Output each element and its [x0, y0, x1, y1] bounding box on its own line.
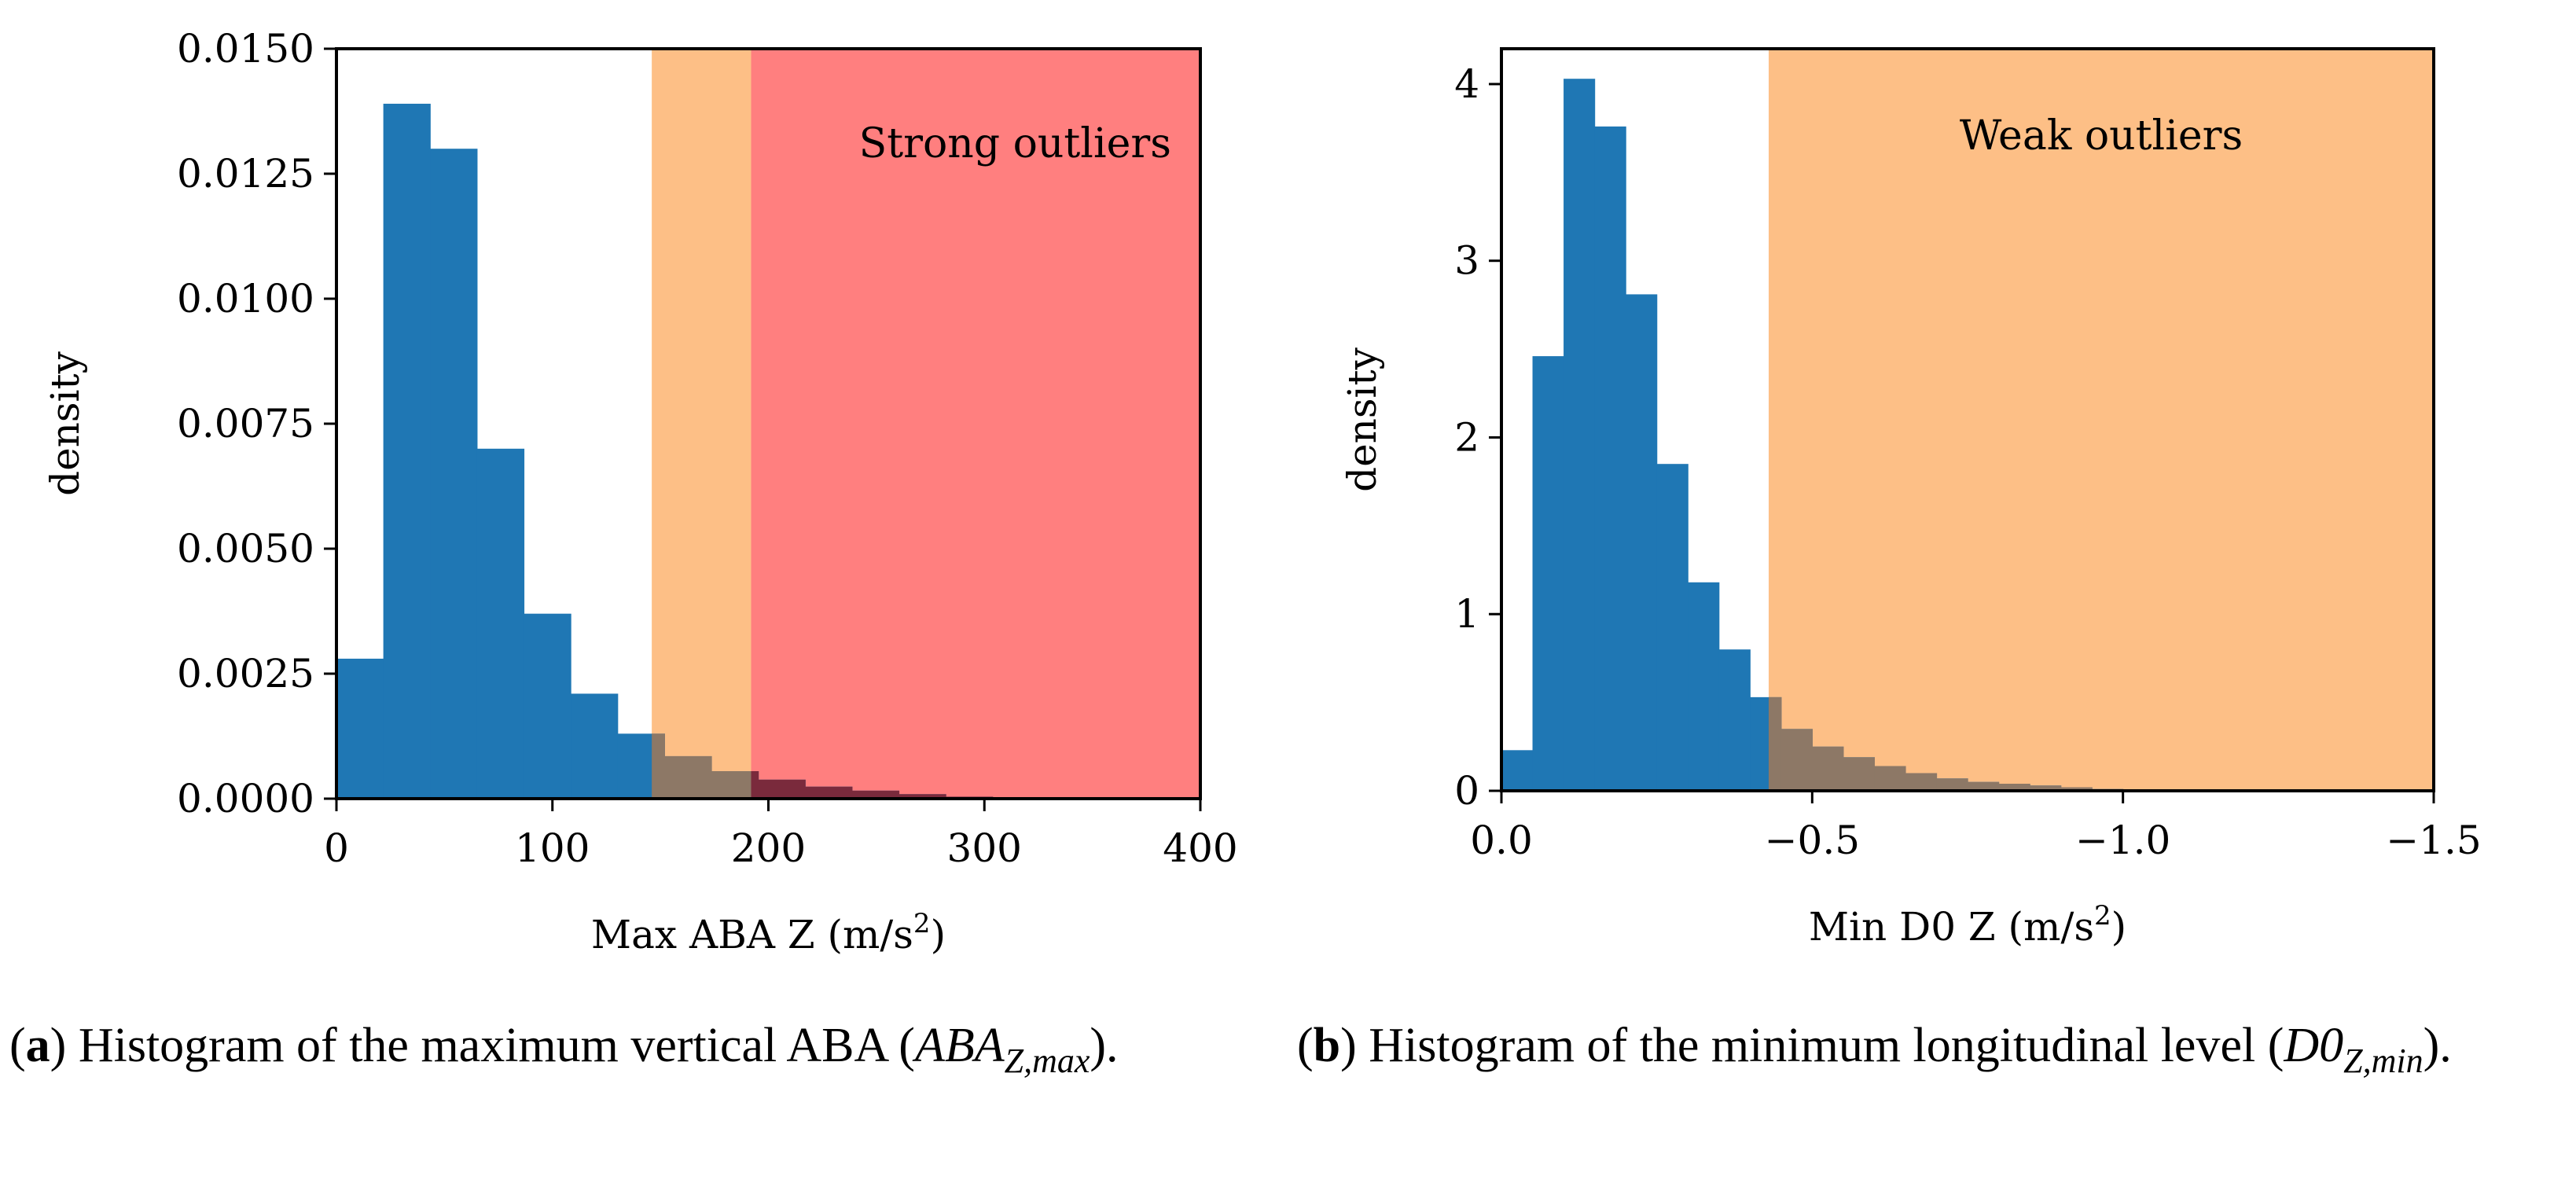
y-tick-label-a-6: 0.0150 [177, 26, 314, 72]
overlap-shade-a-0-6 [652, 733, 665, 799]
caption-a-tag: a [25, 1019, 50, 1072]
x-tick-label-a-0: 0 [324, 825, 349, 871]
caption-b-end: ). [2423, 1019, 2452, 1072]
outlier-region-b-0 [1768, 49, 2434, 791]
histogram-bar-a-0 [336, 658, 384, 799]
histogram-bar-a-1 [383, 103, 431, 799]
histogram-bar-b-5 [1656, 464, 1689, 791]
x-tick-label-b-2: −1.0 [2075, 818, 2170, 863]
histogram-bar-b-3 [1594, 126, 1626, 791]
region-labels-a: Strong outliers [859, 120, 1171, 167]
overlap-shade-a-1-12 [898, 794, 946, 799]
y-tick-label-b-2: 2 [1454, 414, 1479, 460]
overlap-shade-a-1-8 [751, 771, 759, 799]
x-tick-label-a-3: 300 [947, 825, 1022, 871]
overlap-shade-b-0-17 [2030, 785, 2062, 791]
y-axis-label-a: density [42, 351, 88, 496]
y-tick-label-b-0: 0 [1454, 768, 1479, 814]
region-labels-b: Weak outliers [1960, 112, 2243, 160]
histogram-bars-a [336, 103, 994, 799]
region-label-a-1: Strong outliers [859, 120, 1171, 167]
caption-a: (a) Histogram of the maximum vertical AB… [9, 1019, 1119, 1080]
outlier-region-a-1 [751, 49, 1200, 799]
y-tick-label-a-2: 0.0050 [177, 526, 314, 571]
overlap-shade-a-1-9 [758, 779, 806, 799]
overlap-shade-a-1-10 [805, 786, 853, 799]
y-axis-label-b: density [1339, 347, 1385, 492]
caption-b-math: D0 [2284, 1019, 2344, 1072]
chart-a: Strong outliers 0 100 200 300 400 0.0000 0.002… [42, 26, 1238, 957]
caption-b: (b) Histogram of the minimum longitudina… [1297, 1019, 2452, 1080]
x-tick-label-a-1: 100 [515, 825, 590, 871]
histogram-bars-b [1501, 79, 2124, 792]
overlap-shade-a-1-11 [851, 790, 900, 799]
y-tick-label-a-3: 0.0075 [177, 401, 314, 447]
overlap-shade-a-0-8 [711, 771, 752, 799]
y-tick-label-a-4: 0.0100 [177, 276, 314, 322]
axis-ticks-b: 0.0 −0.5 −1.0 −1.5 0 1 2 3 4 [1454, 61, 2482, 863]
x-axis-label-a: Max ABA Z (m/s2) [591, 908, 946, 957]
outlier-regions-a [652, 49, 1200, 799]
overlap-shade-b-0-14 [1936, 778, 1968, 791]
outlier-region-a-0 [652, 49, 751, 799]
y-tick-label-b-4: 4 [1454, 61, 1479, 107]
histogram-bar-b-2 [1564, 79, 1596, 791]
overlap-shade-b-0-9 [1780, 729, 1813, 791]
x-tick-label-b-3: −1.5 [2386, 818, 2481, 863]
histogram-bar-b-4 [1626, 294, 1658, 791]
axis-ticks-a: 0 100 200 300 400 0.0000 0.0025 0.0050 0.0075 0.0… [177, 26, 1238, 871]
caption-b-sub: Z,min [2343, 1042, 2423, 1080]
overlap-shade-b-0-15 [1968, 781, 2000, 791]
x-tick-label-b-1: −0.5 [1765, 818, 1860, 863]
histogram-bar-a-5 [571, 693, 619, 799]
overlap-shade-b-0-11 [1843, 757, 1875, 791]
x-tick-label-a-4: 400 [1163, 825, 1237, 871]
overlap-shade-b-0-16 [1998, 784, 2030, 791]
plot-frame-b [1500, 47, 2435, 792]
y-tick-label-a-1: 0.0025 [177, 651, 314, 696]
overlap-shade-b-0-13 [1905, 773, 1938, 791]
overlap-shade-b-0-8 [1768, 696, 1782, 791]
histogram-bar-b-1 [1532, 356, 1564, 792]
y-tick-label-b-3: 3 [1454, 238, 1479, 284]
overlap-shade-b-0-18 [2060, 787, 2093, 791]
y-tick-label-b-1: 1 [1454, 591, 1479, 637]
y-tick-label-a-0: 0.0000 [177, 776, 314, 821]
chart-b: Weak outliers 0.0 −0.5 −1.0 −1.5 0 1 2 3 4 Min D… [1339, 47, 2482, 950]
histogram-bar-a-2 [430, 149, 478, 799]
caption-a-math: ABA [914, 1019, 1005, 1072]
caption-b-text: Histogram of the minimum longitudinal le… [1356, 1019, 2284, 1072]
caption-b-tag: b [1313, 1019, 1341, 1072]
overlap-shade-b-0-10 [1812, 746, 1844, 791]
outlier-regions-b [1768, 49, 2434, 791]
histogram-bar-a-3 [476, 448, 525, 799]
caption-a-text: Histogram of the maximum vertical ABA ( [66, 1019, 915, 1072]
histogram-bar-b-0 [1501, 750, 1534, 791]
caption-a-end: ). [1090, 1019, 1119, 1072]
histogram-bar-b-6 [1688, 582, 1720, 791]
overlap-shade-a-0-7 [664, 755, 712, 799]
caption-a-sub: Z,max [1004, 1042, 1090, 1080]
histogram-bar-a-4 [524, 613, 571, 799]
x-tick-label-a-2: 200 [731, 825, 806, 871]
x-tick-label-b-0: 0.0 [1470, 818, 1533, 863]
histogram-bar-b-7 [1718, 649, 1751, 791]
x-axis-label-b: Min D0 Z (m/s2) [1809, 900, 2126, 950]
y-tick-label-a-5: 0.0125 [177, 151, 314, 197]
overlap-shade-b-0-12 [1874, 766, 1906, 791]
region-label-b-0: Weak outliers [1960, 112, 2243, 160]
